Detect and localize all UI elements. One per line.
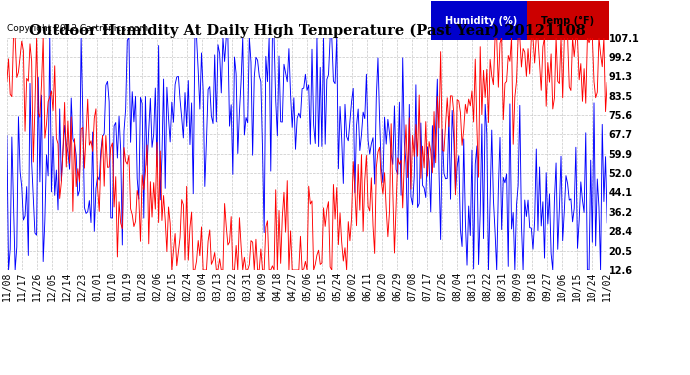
- Text: Copyright 2012 Cartronics.com: Copyright 2012 Cartronics.com: [7, 24, 148, 33]
- Text: Temp (°F): Temp (°F): [541, 16, 594, 26]
- Title: Outdoor Humidity At Daily High Temperature (Past Year) 20121108: Outdoor Humidity At Daily High Temperatu…: [29, 23, 585, 38]
- Text: Humidity (%): Humidity (%): [445, 16, 518, 26]
